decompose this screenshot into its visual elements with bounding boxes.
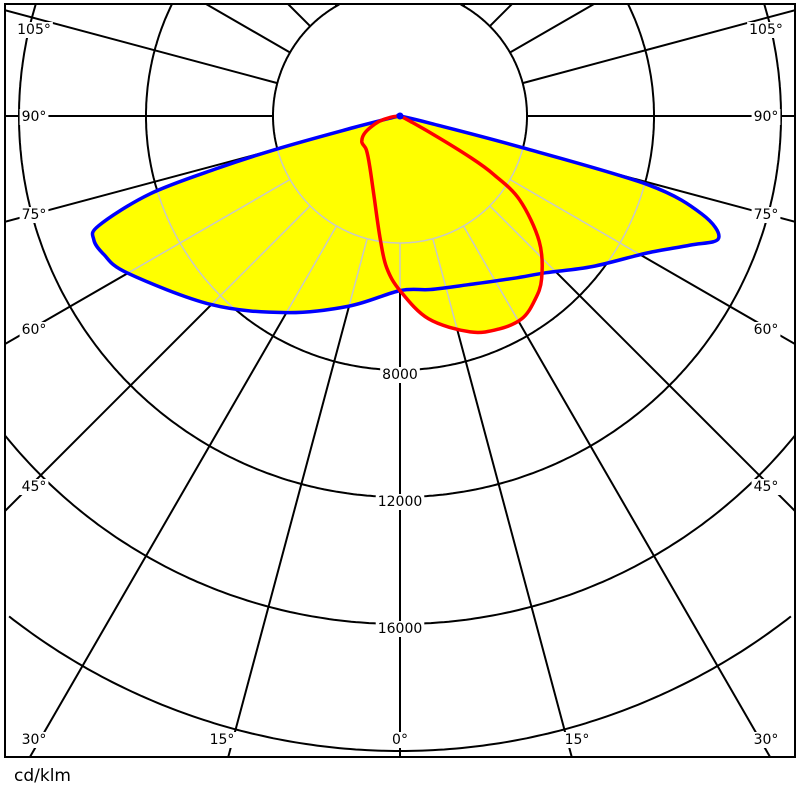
curve-fills [92, 115, 719, 333]
angle-label-text: 60° [22, 322, 47, 338]
angle-label: 15° [562, 732, 592, 748]
curve-apex-marker [396, 112, 404, 120]
grid-circle [8, 615, 792, 752]
curve-fill-1 [361, 115, 543, 333]
radial-tick-label: 16000 [375, 621, 425, 637]
angle-label-text: 75° [22, 207, 47, 223]
angle-label-text: 0° [392, 732, 408, 748]
angle-label-text: 45° [754, 479, 779, 495]
curve-line-1 [360, 113, 544, 335]
angle-label: 75° [19, 207, 49, 223]
grid-circle [18, 4, 782, 498]
chart-frame [4, 3, 796, 758]
angle-label: 90° [19, 109, 49, 125]
angle-label: 0° [390, 732, 410, 748]
inner-grid-circle [145, 115, 655, 333]
angle-label-text: 30° [754, 732, 779, 748]
inner-grid-radial-line [462, 225, 719, 333]
curve-lines [90, 112, 721, 335]
inner-grid-radial-line [92, 178, 291, 333]
radial-tick-label-text: 8000 [382, 367, 418, 383]
angle-label: 15° [207, 732, 237, 748]
angle-label: 75° [751, 207, 781, 223]
angle-label-text: 60° [754, 322, 779, 338]
curve-line-0 [90, 113, 721, 315]
angle-label: 60° [19, 322, 49, 338]
angle-label-text: 15° [565, 732, 590, 748]
angle-label: 60° [751, 322, 781, 338]
radial-tick-label-text: 12000 [378, 494, 423, 510]
inner-grid-radial-line [432, 238, 573, 333]
angle-label: 30° [751, 732, 781, 748]
angle-label: 105° [747, 22, 785, 38]
angle-label-text: 15° [210, 732, 235, 748]
angle-label: 105° [15, 22, 53, 38]
axis-labels: 8000 12000 16000 105° 90° 75° 60° 45° 30° 15° 0° 15… [15, 22, 785, 748]
radial-tick-label-text: 16000 [378, 621, 423, 637]
radial-tick-label: 8000 [380, 367, 420, 383]
angle-label-text: 105° [749, 22, 783, 38]
angle-label-text: 45° [22, 479, 47, 495]
angle-label-text: 90° [754, 109, 779, 125]
grid-radial-line [287, 4, 311, 27]
grid-radial-line [29, 225, 338, 757]
angle-label-text: 105° [17, 22, 51, 38]
inner-grid-radial-line [92, 205, 311, 333]
angle-label-text: 75° [754, 207, 779, 223]
angle-label-text: 90° [22, 109, 47, 125]
grid-radial-line [509, 4, 595, 54]
angle-label: 90° [751, 109, 781, 125]
grid-circle [5, 435, 795, 625]
angle-label: 30° [19, 732, 49, 748]
radial-tick-label: 12000 [375, 494, 425, 510]
angle-label-text: 30° [22, 732, 47, 748]
angle-label: 45° [751, 479, 781, 495]
grid-radial-line [227, 238, 369, 757]
grid-radial-line [5, 147, 278, 223]
grid-radial-line [205, 4, 291, 54]
grid-radial-line [489, 4, 513, 27]
unit-label: cd/klm [14, 766, 71, 786]
angle-label: 45° [19, 479, 49, 495]
